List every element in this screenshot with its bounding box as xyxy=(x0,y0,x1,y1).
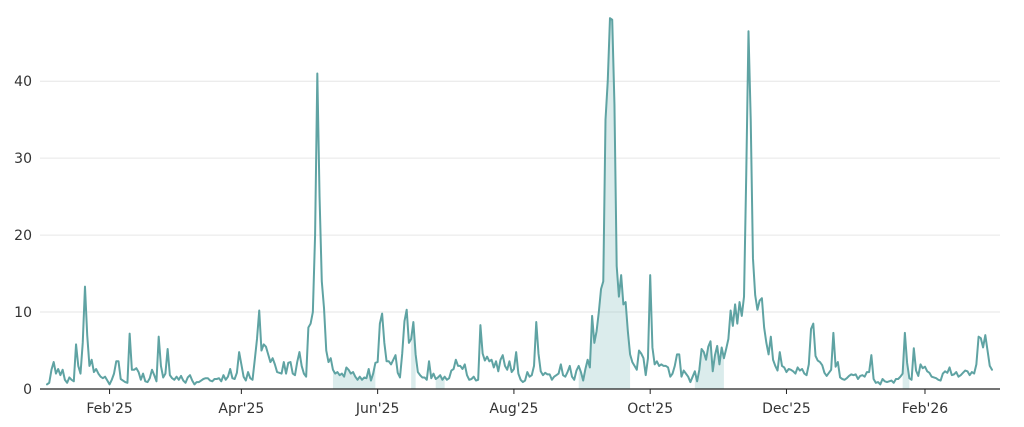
x-tick-label: Feb'25 xyxy=(86,401,132,417)
shaded-ranges xyxy=(332,18,910,389)
shaded-range xyxy=(694,341,724,389)
series-line xyxy=(46,17,993,386)
x-tick-label: Apr'25 xyxy=(218,401,264,417)
y-axis-labels: 0 10 20 30 40 xyxy=(14,74,32,398)
x-tick-label: Aug'25 xyxy=(489,401,538,417)
series-line-layer xyxy=(46,17,993,386)
x-tick-label: Jun'25 xyxy=(355,401,400,417)
y-tick-label: 0 xyxy=(23,382,32,398)
x-axis xyxy=(40,388,1000,394)
y-tick-label: 40 xyxy=(14,74,32,90)
y-tick-label: 30 xyxy=(14,151,32,167)
x-axis-labels: Feb'25 Apr'25 Jun'25 Aug'25 Oct'25 Dec'25 Feb'… xyxy=(86,401,948,417)
x-tick-label: Feb'26 xyxy=(902,401,949,417)
y-tick-label: 20 xyxy=(14,228,32,244)
x-tick-label: Oct'25 xyxy=(627,401,673,417)
gridlines xyxy=(40,80,1000,313)
x-tick-label: Dec'25 xyxy=(762,401,811,417)
y-tick-label: 10 xyxy=(14,305,32,321)
